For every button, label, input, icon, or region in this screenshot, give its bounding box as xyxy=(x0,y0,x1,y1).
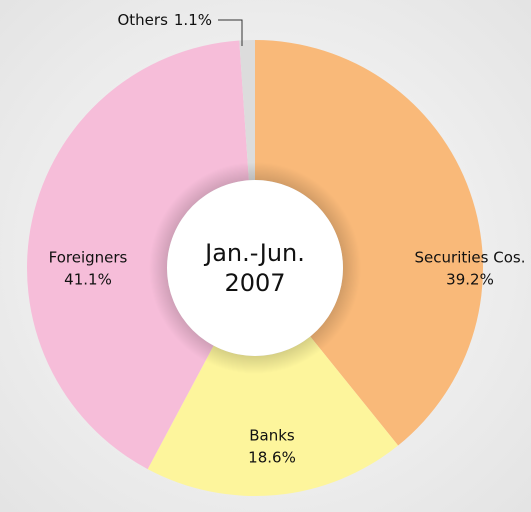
segments xyxy=(26,40,483,497)
hole xyxy=(167,180,343,356)
segment-label: Others 1.1% xyxy=(117,11,212,29)
segment xyxy=(26,40,249,470)
segment-label: Foreigners xyxy=(49,249,128,267)
category-name: Others xyxy=(117,11,168,29)
center-label: 2007 xyxy=(224,269,285,297)
segment xyxy=(239,40,255,181)
value-label: 41.1% xyxy=(64,271,112,289)
segment-label: Securities Cos. xyxy=(415,249,526,267)
segment xyxy=(255,40,483,446)
center-label: Jan.-Jun. xyxy=(203,239,305,267)
segment xyxy=(147,336,399,497)
value-label: 39.2% xyxy=(446,271,494,289)
value-label: 18.6% xyxy=(248,449,296,467)
leader-line xyxy=(218,19,243,46)
value-label: 1.1% xyxy=(174,11,212,29)
segment-label: Banks xyxy=(249,427,295,445)
